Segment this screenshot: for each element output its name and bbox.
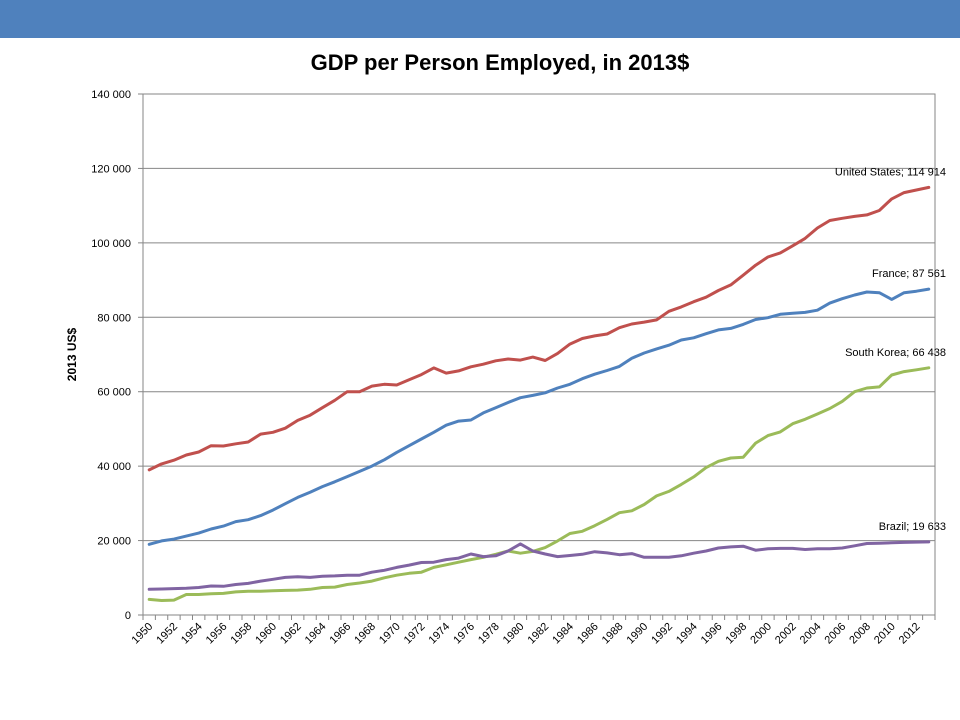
series-line-united-states [147, 185, 931, 472]
series-line-south-korea [147, 366, 931, 602]
y-tick-label: 140 000 [91, 89, 131, 101]
x-tick-label: 1968 [352, 621, 378, 647]
x-tick-label: 1962 [278, 621, 304, 647]
x-tick-label: 1956 [204, 621, 230, 647]
x-tick-label: 1986 [575, 621, 601, 647]
y-tick-label: 120 000 [91, 163, 131, 175]
x-tick-label: 1996 [699, 621, 725, 647]
chart-title: GDP per Person Employed, in 2013$ [310, 50, 690, 75]
x-tick-label: 2008 [847, 621, 873, 647]
y-tick-label: 100 000 [91, 238, 131, 250]
x-tick-label: 2002 [773, 621, 799, 647]
x-tick-label: 1974 [427, 621, 453, 647]
x-tick-label: 1990 [625, 621, 651, 647]
series-end-labels: United States; 114 914 France; 87 561 Sout… [835, 166, 946, 533]
end-label-south-korea: South Korea; 66 438 [845, 347, 946, 359]
x-tick-label: 1970 [377, 621, 403, 647]
x-tick-label: 1972 [402, 621, 428, 647]
x-tick-label: 1994 [674, 621, 700, 647]
end-label-france: France; 87 561 [872, 268, 946, 280]
x-tick-label: 1966 [328, 621, 354, 647]
header-bar [0, 0, 960, 38]
x-tick-label: 1950 [130, 621, 156, 647]
x-tick-label: 2010 [872, 621, 898, 647]
x-tick-label: 1982 [526, 621, 552, 647]
x-tick-label: 1984 [550, 621, 576, 647]
x-tick-label: 1992 [649, 621, 675, 647]
series-line-france [147, 287, 931, 546]
x-tick-label: 1964 [303, 621, 329, 647]
end-label-united-states: United States; 114 914 [835, 166, 946, 178]
x-tick-label: 2000 [748, 621, 774, 647]
gridlines [143, 93, 935, 616]
x-axis-ticks: 1950195219541956195819601962196419661968… [130, 615, 936, 647]
x-tick-label: 1978 [476, 621, 502, 647]
series-line-brazil [147, 540, 931, 591]
x-tick-label: 1980 [501, 621, 527, 647]
x-tick-label: 1952 [154, 621, 180, 647]
x-tick-label: 2012 [897, 621, 923, 647]
plot-area [142, 93, 936, 616]
x-tick-label: 1958 [229, 621, 255, 647]
y-axis-label: 2013 US$ [65, 327, 79, 381]
end-label-brazil: Brazil; 19 633 [879, 521, 946, 533]
y-tick-label: 40 000 [97, 461, 131, 473]
x-tick-label: 1988 [600, 621, 626, 647]
y-axis-ticks: 0 20 000 40 000 60 000 80 000 100 000 120 000 1… [91, 89, 143, 622]
x-tick-label: 1960 [253, 621, 279, 647]
y-tick-label: 20 000 [97, 536, 131, 548]
x-tick-label: 1998 [724, 621, 750, 647]
y-tick-label: 80 000 [97, 312, 131, 324]
y-tick-label: 0 [125, 610, 131, 622]
x-tick-label: 1954 [179, 621, 205, 647]
series-lines [147, 185, 931, 602]
y-tick-label: 60 000 [97, 387, 131, 399]
x-tick-label: 1976 [451, 621, 477, 647]
x-tick-label: 2004 [798, 621, 824, 647]
x-tick-label: 2006 [823, 621, 849, 647]
